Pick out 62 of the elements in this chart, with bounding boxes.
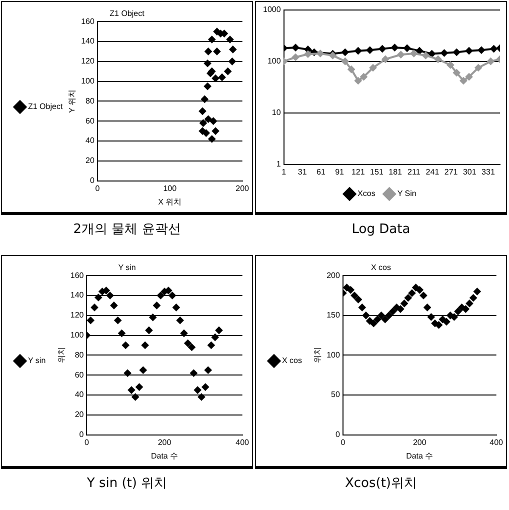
text: Y sin (t) 위치 (1, 467, 253, 507)
x-tick-label: 121 (351, 167, 366, 176)
x-tick-label: 301 (462, 167, 477, 176)
x-tick-label: 181 (388, 167, 403, 176)
y-tick-label: 150 (326, 310, 340, 320)
y-tick-label: 60 (86, 116, 95, 126)
y-axis-title: 위치 (56, 347, 66, 364)
x-tick-label: 61 (316, 167, 326, 176)
y-tick-label: 1000 (263, 5, 282, 14)
x-tick-label: 331 (482, 167, 496, 176)
legend-label: Xcos (358, 189, 376, 198)
y-tick-label: 10 (272, 108, 282, 118)
y-tick-label: 200 (326, 270, 340, 280)
y-tick-label: 160 (70, 270, 84, 280)
y-tick-label: 20 (86, 156, 95, 166)
y-tick-label: 80 (86, 96, 95, 106)
y-tick-label: 140 (81, 36, 95, 46)
y-tick-label: 0 (90, 176, 95, 186)
legend-label: Y Sin (397, 189, 416, 198)
x-axis-title: X 위치 (158, 197, 182, 206)
x-tick-label: 91 (335, 167, 345, 176)
y-tick-label: 80 (74, 350, 84, 360)
legend-label: X cos (282, 356, 302, 366)
x-tick-label: 200 (236, 184, 250, 193)
y-tick-label: 20 (74, 410, 84, 420)
y-tick-label: 100 (326, 350, 340, 360)
y-tick-label: 140 (70, 290, 84, 300)
x-tick-label: 151 (370, 167, 384, 176)
y-axis-title: Y 위치 (68, 89, 77, 113)
x-tick-label: 200 (158, 438, 172, 447)
chart-title: Y sin (118, 263, 136, 272)
y-tick-label: 40 (74, 390, 84, 400)
y-tick-label: 120 (81, 56, 95, 66)
y-tick-label: 60 (74, 370, 84, 380)
x-tick-label: 100 (163, 184, 178, 193)
x-tick-label: 211 (408, 167, 421, 176)
text: Xcos(t)위치 (255, 467, 507, 507)
y-tick-label: 100 (81, 76, 95, 86)
y-tick-label: 120 (70, 310, 84, 320)
x-tick-label: 271 (444, 167, 458, 176)
x-axis-title: Data 수 (150, 451, 178, 460)
y-tick-label: 0 (79, 430, 84, 440)
y-tick-label: 1 (276, 160, 282, 169)
y-tick-label: 160 (81, 16, 95, 26)
legend-label: Y sin (28, 356, 46, 366)
y-tick-label: 40 (86, 136, 95, 146)
y-tick-label: 0 (336, 430, 340, 440)
x-tick-label: 200 (412, 438, 427, 447)
y-tick-label: 100 (267, 56, 282, 66)
y-tick-label: 100 (70, 330, 84, 340)
chart-title: X cos (370, 263, 392, 272)
x-tick-label: 400 (490, 438, 504, 447)
text: Log Data (255, 213, 507, 253)
y-axis-title: 위치 (313, 347, 322, 364)
y-tick-label: 50 (331, 390, 340, 400)
x-tick-label: 400 (236, 438, 250, 447)
x-axis-title: Data 수 (406, 451, 434, 460)
legend-label: Z1 Object (28, 102, 64, 112)
x-tick-label: 31 (298, 167, 308, 176)
chart-title: Z1 Object (110, 9, 146, 18)
x-tick-label: 241 (426, 167, 440, 176)
text: 2개의 물체 윤곽선 (1, 213, 253, 253)
